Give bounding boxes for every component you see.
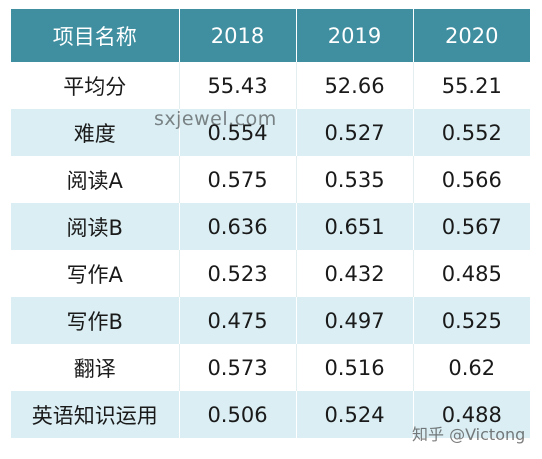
row-label: 阅读B [11,203,180,250]
table-cell: 0.432 [296,250,414,297]
table-cell: 0.497 [296,297,414,344]
table-cell: 0.575 [179,156,297,203]
row-label: 英语知识运用 [11,391,180,438]
row-label: 写作B [11,297,180,344]
table-cell: 55.43 [179,62,297,109]
table-row: 写作B 0.475 0.497 0.525 [11,297,530,344]
table-cell: 52.66 [296,62,414,109]
table-cell: 0.535 [296,156,414,203]
table-cell: 0.567 [413,203,530,250]
table-row: 翻译 0.573 0.516 0.62 [11,344,530,391]
table-cell: 0.573 [179,344,297,391]
table-cell: 0.523 [179,250,297,297]
table-cell: 0.651 [296,203,414,250]
table-cell: 0.506 [179,391,297,438]
column-header-item-name: 项目名称 [11,9,180,62]
table-cell: 0.525 [413,297,530,344]
table-cell: 55.21 [413,62,530,109]
row-label: 难度 [11,109,180,156]
column-header-2019: 2019 [296,9,414,62]
table-cell: 0.62 [413,344,530,391]
table-cell: 0.636 [179,203,297,250]
column-header-2020: 2020 [413,9,530,62]
table-row: 平均分 55.43 52.66 55.21 [11,62,530,109]
table-header-row: 项目名称 2018 2019 2020 [11,9,530,62]
row-label: 阅读A [11,156,180,203]
table-cell: 0.524 [296,391,414,438]
table-row: 阅读A 0.575 0.535 0.566 [11,156,530,203]
table-cell: 0.554 [179,109,297,156]
table-cell: 0.527 [296,109,414,156]
row-label: 平均分 [11,62,180,109]
table-cell: 0.516 [296,344,414,391]
table-cell: 0.475 [179,297,297,344]
table-row: 英语知识运用 0.506 0.524 0.488 [11,391,530,438]
row-label: 翻译 [11,344,180,391]
table-row: 写作A 0.523 0.432 0.485 [11,250,530,297]
table-cell: 0.566 [413,156,530,203]
table-row: 难度 0.554 0.527 0.552 [11,109,530,156]
table-cell: 0.485 [413,250,530,297]
score-table: 项目名称 2018 2019 2020 平均分 55.43 52.66 55.2… [11,9,530,438]
table-cell: 0.552 [413,109,530,156]
table-row: 阅读B 0.636 0.651 0.567 [11,203,530,250]
column-header-2018: 2018 [179,9,297,62]
row-label: 写作A [11,250,180,297]
table-cell: 0.488 [413,391,530,438]
